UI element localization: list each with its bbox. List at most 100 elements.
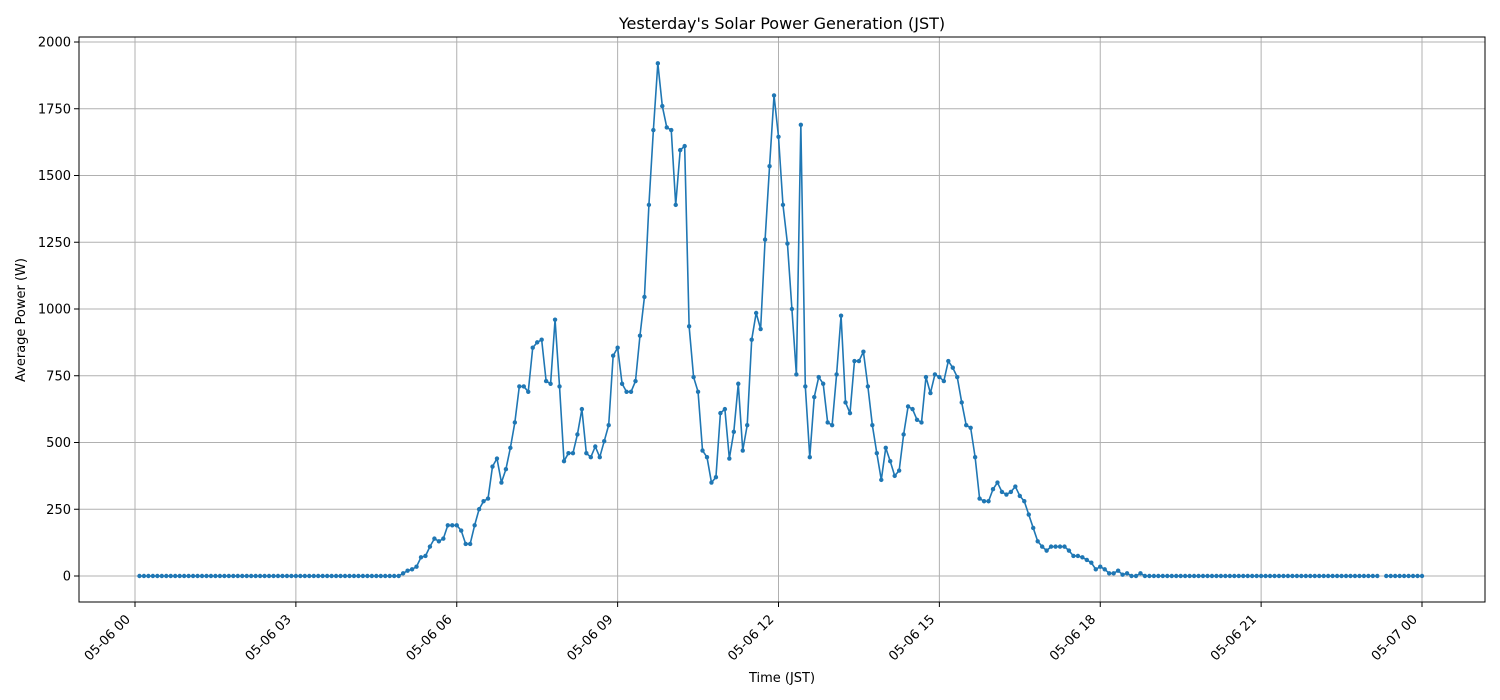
data-point [1388, 573, 1393, 579]
y-axis-label: Average Power (W) [14, 258, 29, 382]
data-point [1317, 573, 1322, 579]
data-point [910, 406, 915, 412]
data-point [1249, 573, 1255, 579]
data-point [512, 420, 518, 425]
data-point [937, 374, 942, 380]
data-point [1375, 573, 1380, 579]
data-point [146, 573, 151, 579]
data-point [1124, 571, 1130, 576]
data-point [459, 528, 464, 533]
data-point [1218, 573, 1224, 579]
data-point [1263, 573, 1268, 579]
data-point [923, 374, 929, 380]
data-point [1209, 573, 1215, 579]
data-point [1084, 557, 1090, 563]
series-points-layer [137, 61, 1425, 579]
data-point [494, 456, 500, 461]
data-point [820, 381, 826, 386]
x-tick-label: 05-06 15 [886, 612, 938, 664]
data-point [1200, 573, 1206, 579]
data-point [852, 358, 857, 364]
data-point [1057, 544, 1063, 549]
data-point [338, 573, 343, 579]
data-point [642, 294, 647, 300]
data-point [423, 553, 428, 559]
data-point [1348, 573, 1353, 579]
data-point [677, 147, 683, 153]
data-point [1066, 548, 1072, 553]
data-point [1039, 544, 1045, 549]
data-point [972, 454, 978, 460]
data-point [1115, 568, 1121, 573]
data-point [1343, 573, 1349, 579]
data-point [1133, 573, 1139, 579]
data-point [1151, 573, 1157, 579]
data-point [838, 313, 844, 318]
data-point [713, 475, 719, 480]
data-point [387, 573, 392, 579]
data-point [1196, 573, 1201, 579]
data-point [1223, 573, 1228, 579]
data-point [1384, 573, 1389, 579]
x-tick-label: 05-06 18 [1047, 612, 1099, 664]
data-point [896, 468, 902, 473]
data-point [932, 372, 938, 377]
data-point [311, 573, 316, 579]
data-point [217, 573, 223, 579]
data-point [946, 358, 951, 364]
data-point [137, 573, 142, 579]
data-point [981, 499, 987, 504]
data-point [543, 378, 549, 384]
data-point [1120, 572, 1125, 577]
data-point [1299, 573, 1304, 579]
data-point [490, 464, 495, 469]
data-point [445, 523, 451, 528]
data-point [727, 456, 732, 461]
data-point [1187, 573, 1192, 579]
data-point [463, 541, 468, 547]
data-point [1102, 567, 1107, 572]
data-point [1156, 573, 1161, 579]
data-point [164, 573, 169, 579]
data-point [955, 374, 960, 380]
data-point [539, 337, 544, 342]
data-point [1178, 573, 1183, 579]
data-point [829, 422, 835, 428]
data-point [606, 422, 611, 428]
data-point [579, 406, 585, 412]
data-point [1075, 553, 1081, 559]
data-point [1370, 573, 1376, 579]
data-point [847, 410, 853, 416]
data-point [1352, 573, 1358, 579]
data-point [1245, 573, 1250, 579]
data-point [186, 573, 191, 579]
data-point [1406, 573, 1411, 579]
data-point [990, 487, 996, 492]
data-point [503, 467, 509, 472]
data-point [450, 523, 455, 528]
data-point [177, 573, 182, 579]
data-point [1035, 539, 1040, 544]
data-point [686, 324, 692, 329]
data-point [526, 389, 531, 394]
data-point [302, 573, 308, 579]
data-point [1272, 573, 1277, 579]
data-point [485, 496, 491, 501]
y-tick-label: 2000 [38, 36, 71, 51]
data-point [409, 567, 415, 572]
data-point [293, 573, 299, 579]
data-point [1142, 573, 1148, 579]
data-point [1017, 493, 1023, 499]
data-point [271, 573, 276, 579]
data-point [722, 406, 728, 412]
data-point [695, 389, 701, 394]
data-point [664, 125, 669, 130]
data-point [1093, 567, 1098, 572]
data-point [1308, 573, 1313, 579]
data-point [1401, 573, 1407, 579]
data-point [1232, 573, 1237, 579]
data-point [1106, 571, 1112, 576]
data-point [682, 143, 687, 149]
data-point [691, 374, 696, 380]
